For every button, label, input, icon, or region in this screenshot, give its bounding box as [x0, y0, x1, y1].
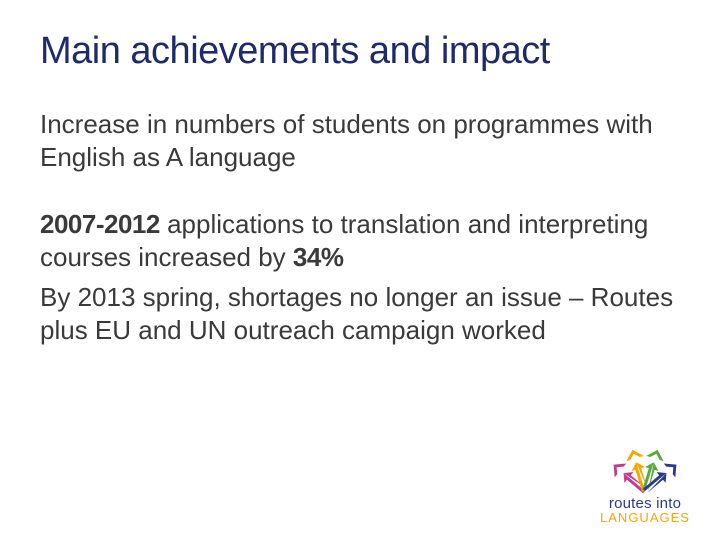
arrows-icon — [600, 436, 690, 494]
routes-logo: routes into LANGUAGES — [590, 436, 700, 524]
routes-logo-mark — [600, 436, 690, 494]
logo-line-2: LANGUAGES — [590, 511, 700, 524]
slide: Main achievements and impact Increase in… — [0, 0, 720, 540]
paragraph-outcome: By 2013 spring, shortages no longer an i… — [40, 281, 680, 346]
stat-percent: 34% — [293, 242, 344, 272]
logo-line-1: routes into — [590, 496, 700, 511]
slide-title: Main achievements and impact — [40, 30, 680, 73]
stat-years: 2007-2012 — [40, 209, 160, 239]
arrow-4 — [639, 458, 682, 494]
paragraph-stats: 2007-2012 applications to translation an… — [40, 208, 680, 273]
paragraph-intro: Increase in numbers of students on progr… — [40, 108, 680, 173]
